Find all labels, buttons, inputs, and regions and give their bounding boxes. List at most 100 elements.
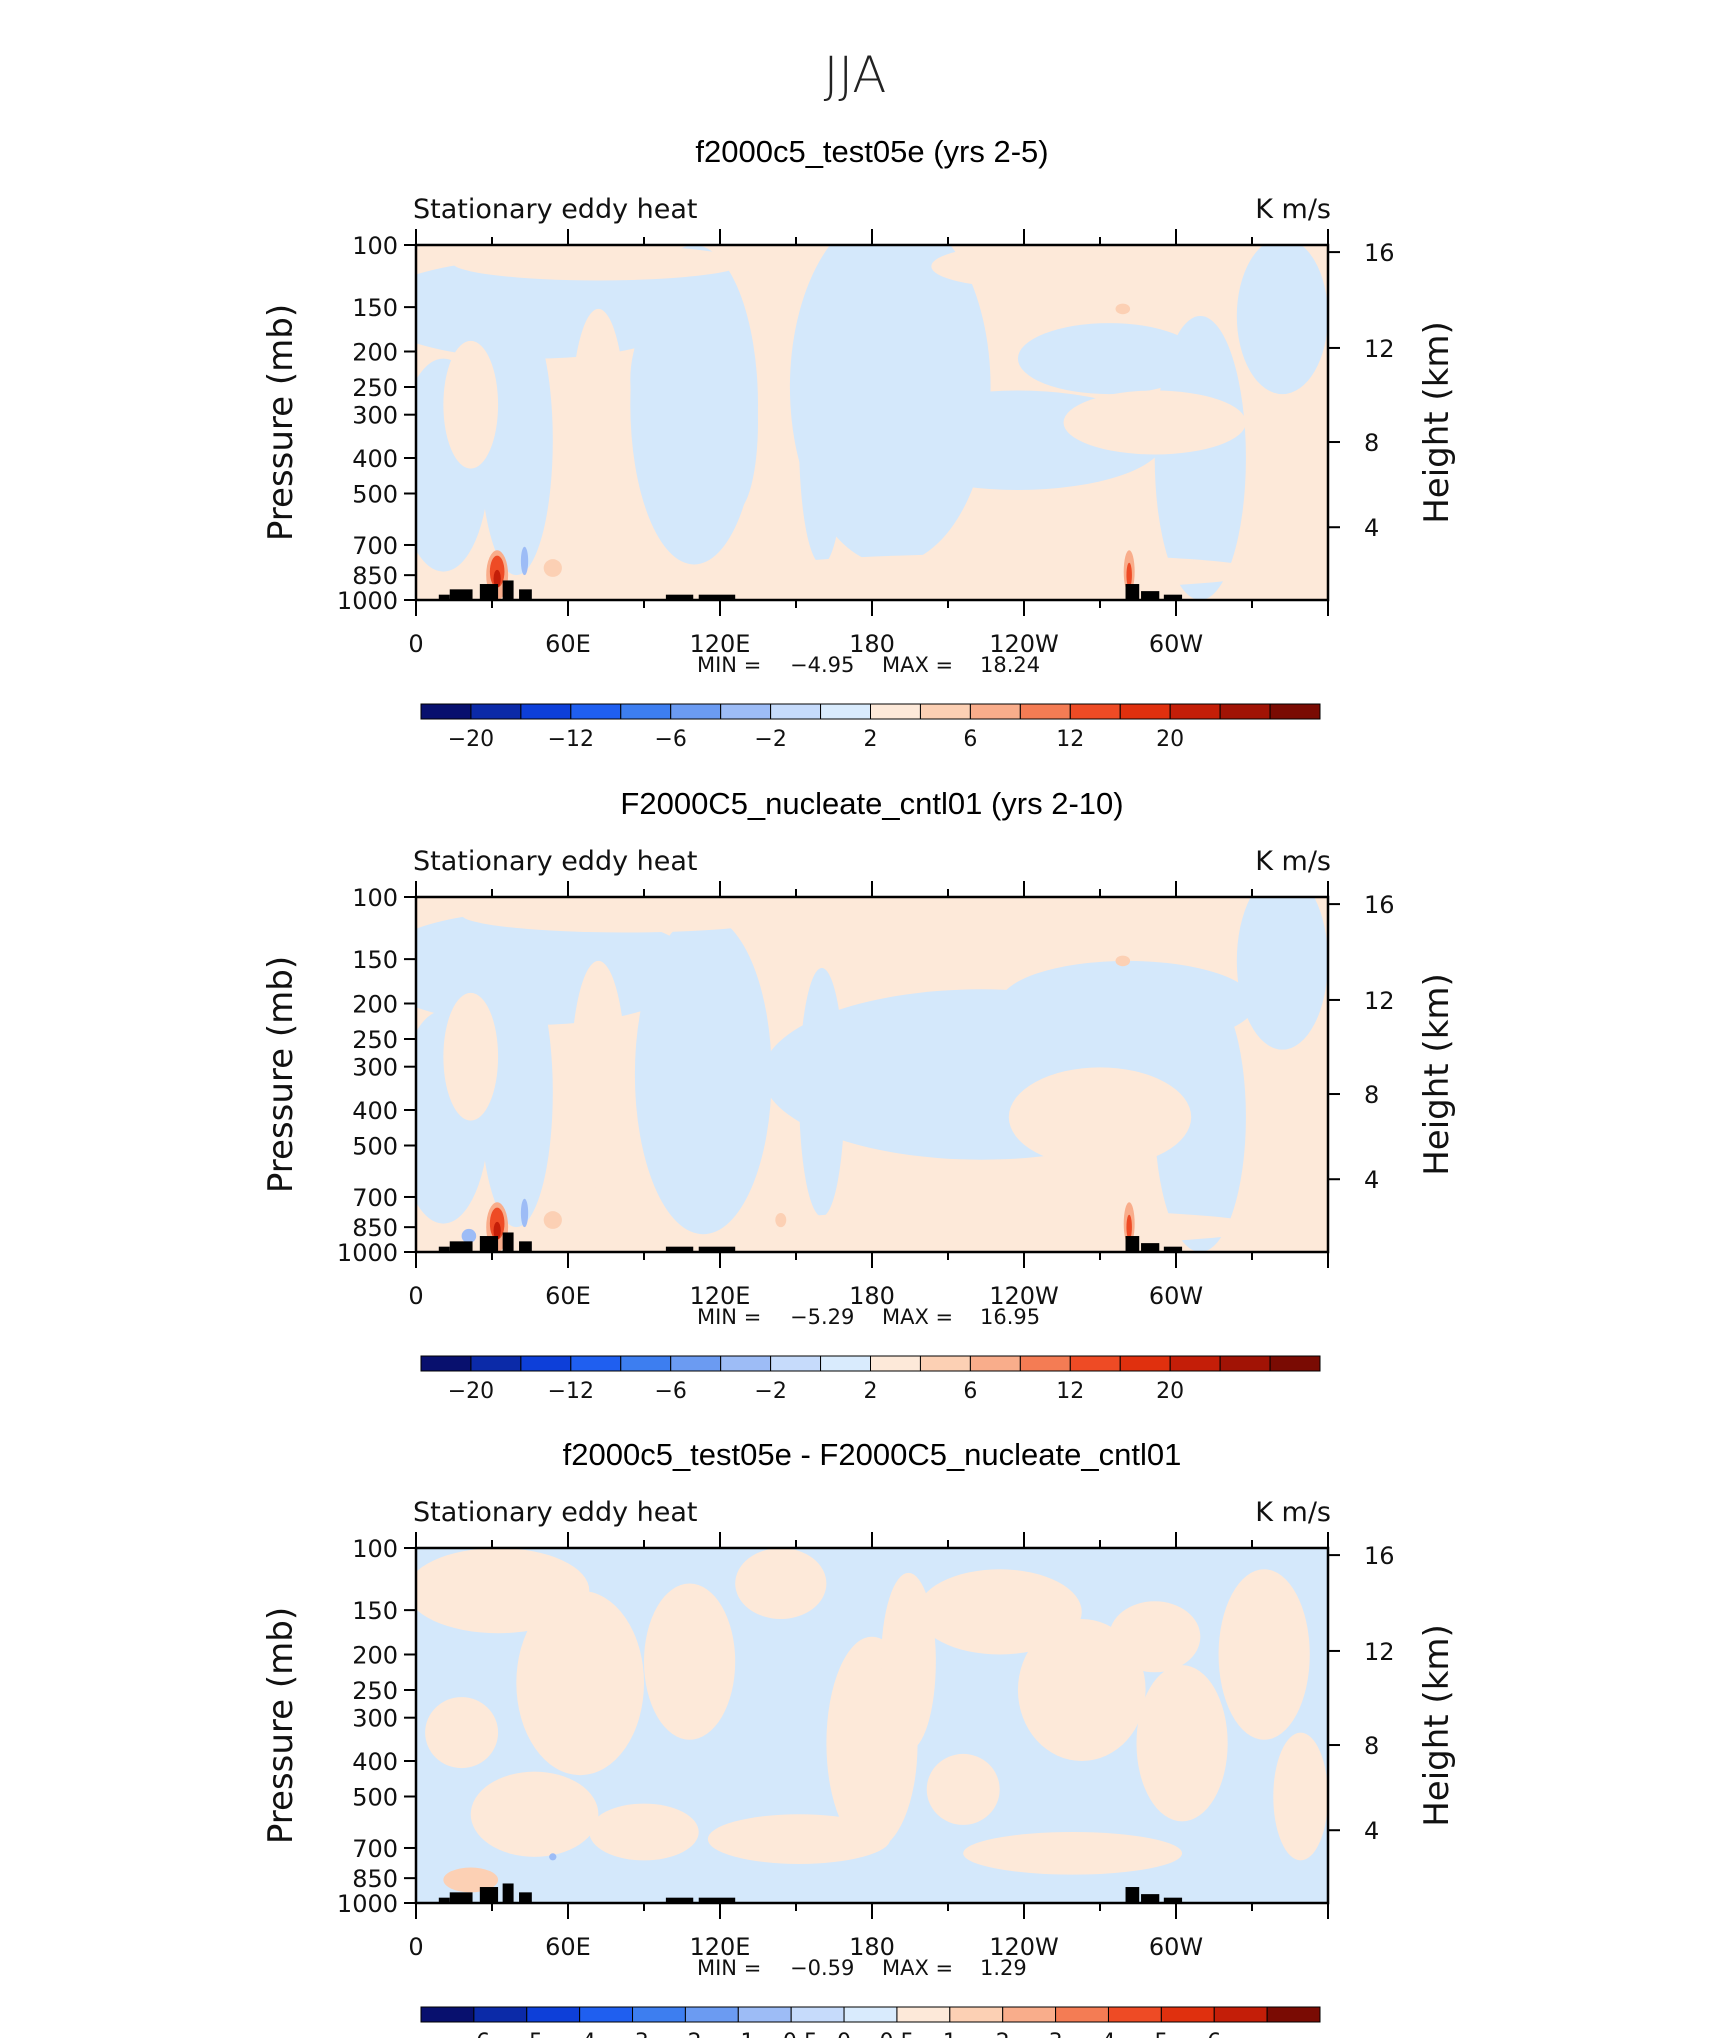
- colorbar-label: −2: [669, 2030, 701, 2038]
- contour-region: [461, 897, 790, 933]
- colorbar-box: [870, 703, 921, 720]
- colorbar-label: −3: [616, 2030, 648, 2038]
- contour-region: [639, 960, 722, 1103]
- topography: [502, 580, 514, 600]
- contour-region: [516, 1590, 644, 1776]
- contour-region: [571, 960, 626, 1189]
- colorbar-box: [1019, 703, 1071, 720]
- topography: [698, 1897, 736, 1903]
- pressure-tick-label: 850: [352, 1214, 398, 1242]
- figure-title: JJA: [824, 46, 887, 104]
- contour-region: [1126, 562, 1132, 588]
- panel-right-label: K m/s: [1255, 1497, 1331, 1528]
- panel-right-label: K m/s: [1255, 194, 1331, 225]
- colorbar-label: −2: [754, 727, 786, 752]
- colorbar-label: 0: [837, 2030, 851, 2038]
- colorbar-box: [969, 1355, 1021, 1372]
- panel-title: F2000C5_nucleate_cntl01 (yrs 2-10): [620, 786, 1123, 821]
- colorbar-label: −1: [722, 2030, 754, 2038]
- colorbar-label: 3: [1049, 2030, 1063, 2038]
- colorbar-box: [1269, 703, 1321, 720]
- topography: [1163, 1246, 1183, 1252]
- contour-region: [707, 1814, 891, 1864]
- pressure-tick-label: 700: [352, 532, 398, 560]
- min-label: MIN =: [697, 1305, 761, 1329]
- longitude-tick-label: 180: [849, 1282, 895, 1310]
- colorbar-box: [620, 1355, 672, 1372]
- contour-region: [589, 1803, 699, 1861]
- topography: [1141, 1894, 1160, 1903]
- colorbar-box: [1213, 2006, 1268, 2023]
- contour-region: [1236, 897, 1328, 1050]
- contour-region: [1236, 245, 1328, 395]
- colorbar-box: [870, 1355, 921, 1372]
- colorbar-label: 1: [943, 2030, 957, 2038]
- panel-title: f2000c5_test05e (yrs 2-5): [695, 134, 1048, 169]
- colorbar-label: −5: [511, 2030, 543, 2038]
- contour-region: [799, 968, 845, 1217]
- min-value: −0.59: [790, 1956, 854, 1980]
- colorbar-box: [1169, 703, 1221, 720]
- colorbar-label: 6: [1207, 2030, 1221, 2038]
- max-value: 16.95: [980, 1305, 1040, 1329]
- contour-region: [1136, 1665, 1228, 1822]
- longitude-tick-label: 120W: [989, 630, 1059, 658]
- pressure-axis-title: Pressure (mb): [261, 1607, 301, 1844]
- contour-region: [443, 1867, 499, 1893]
- pressure-tick-label: 500: [352, 1784, 398, 1812]
- contour-region: [543, 1211, 562, 1229]
- colorbar-label: 0.5: [879, 2030, 914, 2038]
- min-value: −4.95: [790, 653, 854, 677]
- contour-field: [416, 1548, 1328, 1903]
- colorbar-box: [843, 2006, 898, 2023]
- pressure-axis-title: Pressure (mb): [261, 304, 301, 541]
- colorbar-box: [579, 2006, 634, 2023]
- contour-region: [926, 1753, 1000, 1825]
- max-label: MAX =: [882, 1956, 953, 1980]
- colorbar-box: [770, 1355, 822, 1372]
- colorbar-box: [969, 703, 1021, 720]
- contour-region: [1115, 303, 1131, 315]
- pressure-axis-title: Pressure (mb): [261, 956, 301, 1193]
- contour-region: [416, 259, 699, 359]
- contour-region: [1017, 323, 1201, 395]
- height-tick-label: 12: [1364, 987, 1395, 1015]
- longitude-tick-label: 120E: [690, 630, 751, 658]
- colorbar-label: 6: [963, 1379, 977, 1404]
- pressure-tick-label: 250: [352, 374, 398, 402]
- colorbar-label: −0.5: [764, 2030, 817, 2038]
- contour-region: [520, 546, 529, 576]
- pressure-tick-label: 200: [352, 991, 398, 1019]
- panel-1: f2000c5_test05e (yrs 2-5) Stationary eddy…: [261, 134, 1457, 752]
- colorbar: [420, 703, 1321, 720]
- contour-region: [775, 1212, 787, 1228]
- colorbar-box: [820, 703, 871, 720]
- height-tick-label: 4: [1364, 1817, 1379, 1845]
- min-value: −5.29: [790, 1305, 854, 1329]
- colorbar-label: −4: [563, 2030, 595, 2038]
- topography: [519, 1241, 532, 1252]
- contour-region: [630, 308, 713, 451]
- contour-region: [963, 1832, 1183, 1875]
- colorbar-box: [473, 2006, 528, 2023]
- topography: [665, 1897, 694, 1903]
- pressure-tick-label: 250: [352, 1677, 398, 1705]
- min-label: MIN =: [697, 653, 761, 677]
- max-value: 18.24: [980, 653, 1040, 677]
- colorbar-box: [737, 2006, 792, 2023]
- longitude-tick-label: 180: [849, 630, 895, 658]
- longitude-tick-label: 120W: [989, 1282, 1059, 1310]
- pressure-tick-label: 400: [352, 1748, 398, 1776]
- contour-region: [479, 957, 553, 1228]
- pressure-tick-label: 150: [352, 294, 398, 322]
- contour-region: [443, 340, 499, 469]
- colorbar-box: [896, 2006, 951, 2023]
- contour-region: [1008, 1067, 1192, 1167]
- contour-region: [1126, 1214, 1132, 1240]
- contour-region: [425, 1697, 499, 1769]
- colorbar-box: [1055, 2006, 1109, 2023]
- contour-region: [493, 1221, 501, 1240]
- height-tick-label: 8: [1364, 429, 1379, 457]
- longitude-tick-label: 120E: [690, 1282, 751, 1310]
